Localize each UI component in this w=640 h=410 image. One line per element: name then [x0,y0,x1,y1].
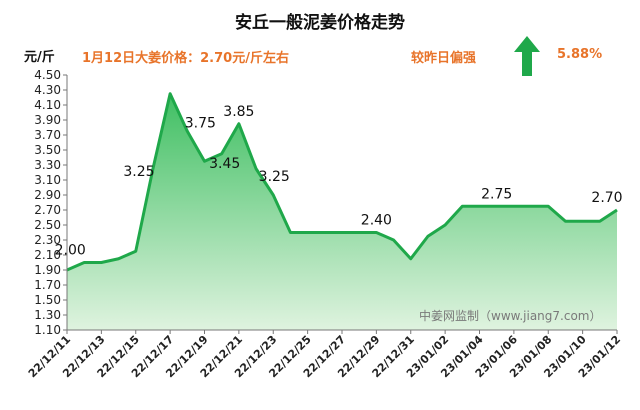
y-tick-label: 3.90 [34,113,61,127]
y-tick-label: 2.70 [34,203,61,217]
price-area [67,93,617,330]
change-percent: 5.88% [557,47,603,62]
y-tick-label: 1.70 [34,278,61,292]
y-tick-label: 2.50 [34,218,61,232]
y-tick-label: 1.90 [34,263,61,277]
price-info-text: 1月12日大姜价格：2.70元/斤左右 [82,51,289,66]
data-label: 2.40 [361,213,392,229]
data-label: 3.25 [123,164,154,180]
y-tick-label: 1.30 [34,308,61,322]
y-tick-label: 1.50 [34,293,61,307]
y-tick-label: 2.30 [34,233,61,247]
data-label: 2.00 [55,243,86,259]
up-arrow-shape [514,36,540,76]
trend-label: 较昨日偏强 [411,51,477,66]
watermark-text: 中姜网监制（www.jiang7.com） [419,309,602,323]
y-tick-label: 4.30 [34,83,61,97]
chart-title: 安丘一般泥姜价格走势 [235,13,405,33]
data-label: 2.75 [481,186,512,202]
y-tick-label: 3.30 [34,158,61,172]
data-label: 2.70 [591,190,622,206]
y-tick-label: 4.50 [34,68,61,82]
y-tick-label: 3.10 [34,173,61,187]
y-tick-label: 3.50 [34,143,61,157]
data-label: 3.25 [259,169,290,185]
y-tick-label: 2.90 [34,188,61,202]
price-line [66,92,618,272]
y-tick-label: 4.10 [34,98,61,112]
y-tick-label: 2.10 [34,248,61,262]
y-tick-label: 3.70 [34,128,61,142]
data-label: 3.85 [223,104,254,120]
data-label: 3.75 [185,115,216,131]
y-axis-unit: 元/斤 [24,50,55,65]
y-tick-label: 1.10 [34,323,61,337]
up-arrow-icon [514,36,540,76]
data-label: 3.45 [209,156,240,172]
